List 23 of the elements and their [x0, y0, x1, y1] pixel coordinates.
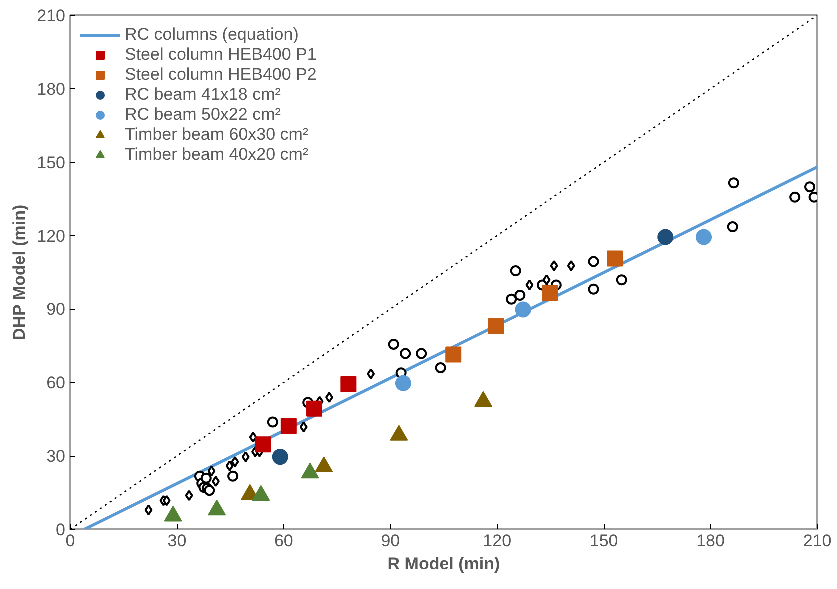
x-tick-label: 150	[590, 532, 618, 550]
legend-label: Steel column HEB400 P2	[125, 65, 317, 85]
y-tick-label: 210	[37, 6, 66, 26]
legend-label: Timber beam 60x30 cm²	[125, 125, 309, 145]
x-tick-label: 60	[274, 532, 294, 550]
legend-label: RC beam 41x18 cm²	[125, 85, 281, 105]
x-tick-label: 90	[381, 532, 400, 550]
legend-label: Steel column HEB400 P1	[125, 45, 317, 65]
x-tick-label: 120	[483, 532, 512, 550]
x-tick-label: 30	[168, 532, 187, 550]
y-tick-label: 30	[46, 447, 66, 466]
legend-label: RC beam 50x22 cm²	[125, 105, 281, 125]
legend-label: RC columns (equation)	[125, 25, 299, 45]
y-tick-label: 150	[37, 153, 66, 172]
y-tick-label: 180	[37, 80, 66, 99]
y-tick-label: 60	[46, 374, 66, 393]
x-tick-label: 210	[803, 532, 832, 550]
legend-label: Timber beam 40x20 cm²	[125, 145, 309, 165]
y-tick-label: 120	[37, 226, 66, 246]
x-axis-title: R Model (min)	[388, 554, 500, 574]
x-tick-label: 180	[696, 532, 725, 550]
y-axis-title: DHP Model (min)	[10, 204, 30, 340]
y-tick-label: 90	[46, 300, 66, 320]
